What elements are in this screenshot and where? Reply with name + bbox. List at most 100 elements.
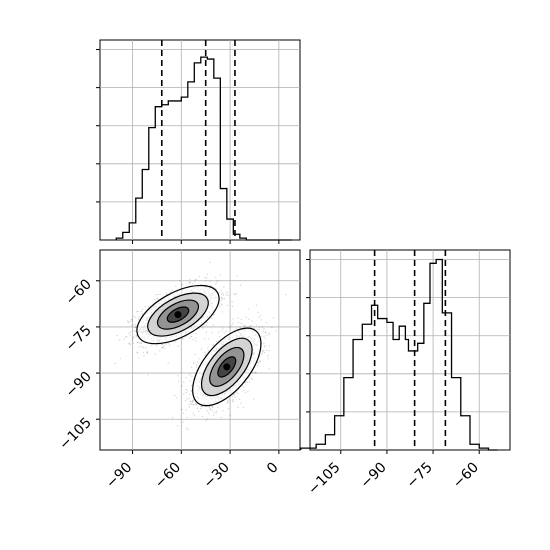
scatter-point	[268, 349, 270, 352]
scatter-point	[251, 320, 253, 322]
scatter-point	[257, 311, 259, 314]
scatter-point	[239, 284, 242, 286]
scatter-point	[134, 326, 136, 329]
scatter-point	[261, 326, 264, 328]
scatter-point	[251, 377, 253, 380]
scatter-point	[143, 355, 145, 357]
scatter-point	[167, 342, 169, 344]
scatter-point	[240, 318, 242, 321]
x-tick-label: −30	[201, 460, 233, 492]
scatter-point	[237, 317, 239, 319]
scatter-point	[232, 318, 234, 320]
scatter-point	[249, 325, 251, 327]
scatter-point	[218, 291, 220, 294]
scatter-point	[211, 317, 213, 319]
scatter-point	[243, 386, 245, 388]
density-peak	[174, 311, 182, 319]
scatter-point	[255, 372, 257, 374]
scatter-point	[181, 385, 183, 387]
scatter-point	[211, 406, 214, 409]
scatter-point	[204, 351, 206, 353]
scatter-point	[231, 301, 233, 303]
scatter-point	[202, 326, 204, 328]
scatter-point	[223, 298, 226, 300]
scatter-point	[232, 400, 234, 402]
scatter-point	[181, 283, 183, 285]
scatter-point	[195, 404, 197, 406]
scatter-point	[255, 324, 258, 326]
scatter-point	[167, 362, 169, 364]
scatter-point	[234, 293, 236, 296]
scatter-point	[222, 327, 224, 329]
scatter-point	[191, 403, 193, 405]
density-peak	[223, 363, 231, 371]
scatter-point	[138, 346, 140, 348]
scatter-point	[131, 318, 133, 321]
scatter-point	[162, 346, 165, 348]
scatter-point	[123, 338, 125, 340]
scatter-point	[220, 416, 222, 419]
scatter-point	[239, 326, 241, 328]
scatter-point	[125, 335, 127, 338]
scatter-point	[222, 292, 224, 294]
scatter-point	[265, 332, 267, 334]
y-tick-label: −60	[63, 276, 95, 308]
scatter-point	[264, 345, 266, 347]
scatter-point	[266, 349, 268, 352]
scatter-point	[136, 352, 138, 354]
scatter-point	[232, 322, 234, 325]
y-tick-label: −105	[56, 415, 95, 454]
scatter-point	[189, 374, 191, 376]
scatter-point	[207, 412, 210, 414]
scatter-point	[196, 407, 199, 410]
scatter-point	[129, 334, 132, 336]
scatter-point	[240, 402, 242, 404]
scatter-point	[211, 331, 213, 334]
scatter-point	[128, 332, 130, 334]
scatter-point	[242, 324, 245, 327]
scatter-point	[201, 405, 203, 408]
scatter-point	[193, 362, 195, 365]
scatter-point	[194, 281, 196, 283]
scatter-point	[259, 360, 261, 362]
scatter-point	[185, 400, 187, 402]
x-tick-label: −105	[305, 460, 344, 499]
scatter-point	[190, 336, 193, 338]
scatter-point	[138, 316, 140, 318]
scatter-point	[272, 317, 275, 319]
scatter-point	[200, 348, 203, 350]
scatter-point	[165, 293, 168, 295]
scatter-point	[263, 328, 265, 330]
scatter-point	[191, 283, 194, 285]
scatter-point	[194, 353, 196, 356]
marginal-histogram-x	[96, 39, 301, 244]
scatter-point	[191, 375, 193, 377]
scatter-point	[145, 306, 147, 308]
scatter-point	[265, 322, 268, 324]
scatter-point	[192, 401, 194, 403]
x-tick-label: 0	[264, 460, 282, 478]
scatter-point	[200, 407, 202, 410]
scatter-point	[195, 364, 198, 366]
scatter-point	[148, 305, 150, 307]
scatter-point	[129, 343, 131, 346]
scatter-point	[268, 368, 270, 370]
scatter-point	[271, 326, 273, 329]
quantile-lines	[160, 40, 236, 240]
scatter-point	[191, 400, 194, 402]
scatter-point	[180, 285, 182, 288]
scatter-point	[185, 377, 187, 379]
scatter-point	[128, 342, 131, 344]
scatter-point	[206, 410, 208, 412]
scatter-point	[134, 316, 137, 319]
scatter-point	[225, 330, 227, 333]
scatter-point	[233, 393, 235, 395]
scatter-point	[205, 280, 207, 282]
scatter-point	[267, 357, 269, 360]
scatter-point	[219, 274, 221, 276]
scatter-point	[136, 351, 139, 353]
scatter-point	[261, 352, 264, 354]
scatter-point	[215, 410, 218, 413]
scatter-point	[212, 345, 214, 347]
scatter-point	[146, 351, 148, 353]
